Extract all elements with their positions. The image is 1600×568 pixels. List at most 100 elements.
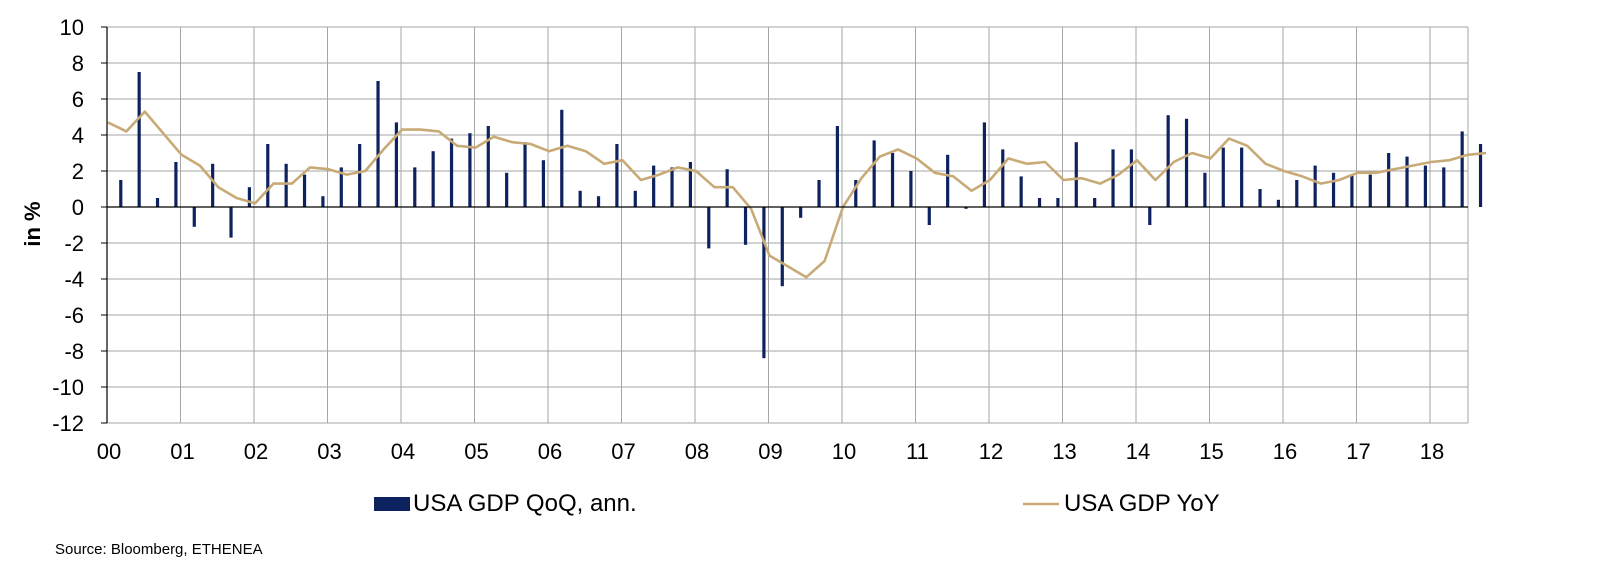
qoq-bar (321, 196, 325, 207)
y-tick-label: 8 (72, 51, 84, 76)
qoq-bar (707, 207, 711, 249)
qoq-bar (964, 207, 968, 209)
qoq-bar (468, 133, 472, 207)
qoq-bar (799, 207, 803, 218)
qoq-bar (1184, 118, 1189, 207)
x-tick-label: 11 (906, 439, 929, 464)
x-tick-label: 13 (1052, 439, 1076, 464)
qoq-bar (909, 171, 913, 207)
x-tick-label: 16 (1273, 439, 1297, 464)
y-tick-label: -12 (52, 411, 84, 436)
qoq-bar (780, 207, 784, 287)
qoq-bar (1019, 176, 1023, 207)
qoq-bar (854, 180, 858, 207)
qoq-bar (652, 165, 656, 207)
qoq-bar (505, 172, 509, 207)
qoq-bar (1295, 180, 1299, 207)
qoq-bar (578, 190, 582, 207)
qoq-bar (762, 207, 766, 359)
qoq-bar (119, 180, 123, 207)
qoq-bar (633, 190, 637, 207)
qoq-bar (486, 126, 490, 207)
qoq-bar (1331, 172, 1336, 207)
qoq-bar (302, 174, 307, 207)
x-tick-label: 10 (832, 439, 856, 464)
qoq-bar (523, 142, 527, 207)
qoq-bar (835, 126, 840, 207)
qoq-bar (1387, 153, 1391, 207)
y-tick-labels: -12 -10 -8 -6 -4 -2 0 2 4 6 8 10 (52, 15, 84, 436)
qoq-bar (1442, 167, 1446, 207)
y-tick-label: 0 (72, 195, 84, 220)
x-tick-label: 09 (758, 439, 782, 464)
yoy-line-group (107, 110, 1487, 279)
x-tick-label: 08 (685, 439, 709, 464)
x-tick-labels: 00 01 02 03 04 05 06 07 08 09 10 11 12 13 14 15 16 17 18 (97, 439, 1444, 464)
qoq-bar (541, 160, 546, 207)
y-tick-label: -4 (64, 267, 84, 292)
y-tick-label: 2 (72, 159, 84, 184)
qoq-bar (1368, 174, 1372, 207)
legend-qoq-swatch (374, 497, 410, 511)
qoq-bar (376, 81, 380, 207)
qoq-bar (137, 72, 141, 207)
qoq-bar (358, 144, 362, 207)
y-tick-label: -10 (52, 375, 84, 400)
qoq-bar (1350, 174, 1354, 207)
x-tick-label: 01 (170, 439, 194, 464)
qoq-bar (1129, 149, 1134, 207)
qoq-bar (192, 207, 196, 227)
y-tick-label: -8 (64, 339, 84, 364)
qoq-bar (155, 198, 160, 207)
y-tick-label: -2 (64, 231, 84, 256)
qoq-bar (1240, 147, 1244, 207)
qoq-bar (1258, 189, 1262, 207)
qoq-bar (449, 138, 454, 207)
y-tick-label: 10 (60, 15, 84, 40)
source-note: Source: Bloomberg, ETHENEA (55, 541, 263, 558)
qoq-bar (1460, 131, 1464, 207)
qoq-bar (688, 162, 693, 207)
x-tick-label: 12 (979, 439, 1003, 464)
qoq-bar (615, 144, 619, 207)
qoq-bar (211, 163, 215, 207)
qoq-bar (1001, 149, 1005, 207)
legend-qoq-label: USA GDP QoQ, ann. (413, 490, 637, 517)
qoq-bar (174, 162, 178, 207)
qoq-bars (119, 72, 1483, 359)
qoq-bar (1148, 207, 1152, 225)
x-tick-label: 04 (391, 439, 415, 464)
y-tick-label: -6 (64, 303, 84, 328)
qoq-bar (266, 144, 270, 207)
x-tick-label: 05 (464, 439, 488, 464)
yoy-line (107, 110, 1487, 279)
qoq-bar (1221, 147, 1225, 207)
qoq-bar (927, 207, 931, 225)
qoq-bar (394, 122, 399, 207)
qoq-bar (1166, 115, 1170, 207)
qoq-bar (1423, 165, 1428, 207)
qoq-bar (1074, 142, 1078, 207)
qoq-bar (431, 151, 435, 207)
qoq-bar (339, 167, 343, 207)
qoq-bar (1093, 198, 1097, 207)
qoq-bar (1405, 156, 1409, 207)
qoq-bar (743, 207, 748, 245)
qoq-bar (413, 167, 417, 207)
qoq-bar (1313, 165, 1317, 207)
legend: USA GDP QoQ, ann. USA GDP YoY (374, 490, 1220, 517)
x-tick-label: 00 (97, 439, 121, 464)
qoq-bar (670, 167, 674, 207)
qoq-bar (1037, 198, 1042, 207)
qoq-bar (1056, 198, 1060, 207)
qoq-bar (817, 180, 821, 207)
y-axis-title: in % (20, 201, 45, 246)
gridlines (107, 26, 1469, 424)
axes (101, 26, 1468, 424)
qoq-bar (560, 109, 564, 207)
qoq-bar (247, 187, 252, 207)
qoq-bar (946, 154, 950, 207)
x-tick-label: 15 (1199, 439, 1223, 464)
x-tick-label: 02 (244, 439, 268, 464)
